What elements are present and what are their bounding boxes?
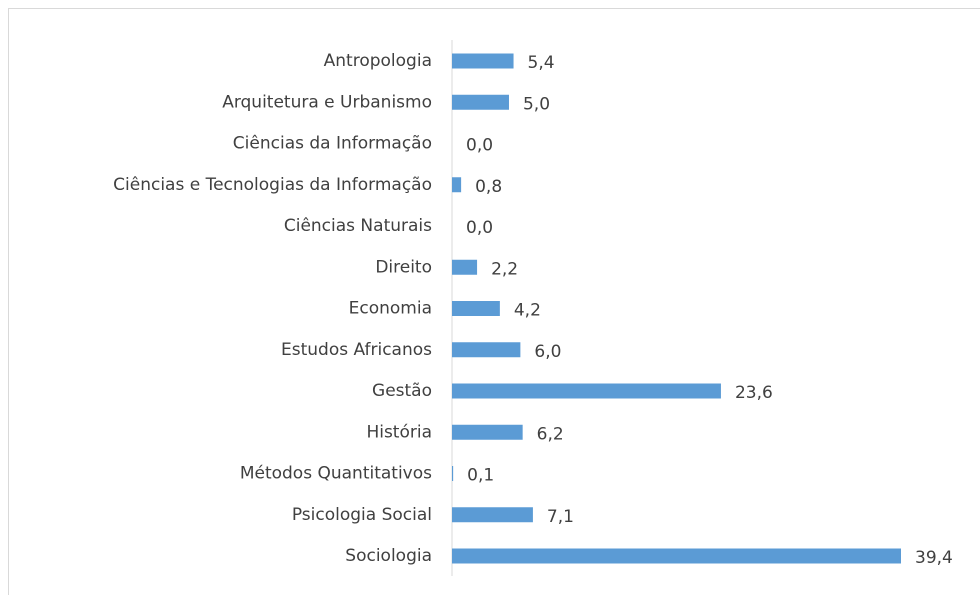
y-tick-label: Métodos Quantitativos bbox=[240, 464, 432, 484]
bar bbox=[452, 177, 461, 192]
y-tick-label: Ciências Naturais bbox=[284, 216, 432, 236]
bar bbox=[452, 54, 514, 69]
data-label: 23,6 bbox=[735, 383, 773, 403]
y-tick-label: Psicologia Social bbox=[292, 505, 432, 525]
data-label: 6,2 bbox=[537, 424, 564, 444]
y-tick-label: Sociologia bbox=[345, 546, 432, 566]
y-tick-label: Ciências da Informação bbox=[233, 134, 432, 154]
bar bbox=[452, 507, 533, 522]
data-label: 39,4 bbox=[915, 548, 953, 568]
data-label: 0,0 bbox=[466, 136, 493, 156]
bar bbox=[452, 425, 523, 440]
y-tick-label: Estudos Africanos bbox=[281, 340, 432, 360]
y-tick-label: Arquitetura e Urbanismo bbox=[222, 92, 432, 112]
y-tick-label: Ciências e Tecnologias da Informação bbox=[113, 175, 432, 195]
y-tick-label: Economia bbox=[349, 299, 432, 319]
data-label: 5,0 bbox=[523, 94, 550, 114]
data-label: 0,1 bbox=[467, 466, 494, 486]
data-label: 7,1 bbox=[547, 507, 574, 527]
data-label: 0,8 bbox=[475, 177, 502, 197]
bar bbox=[452, 95, 509, 110]
bar bbox=[452, 301, 500, 316]
data-label: 0,0 bbox=[466, 218, 493, 238]
y-tick-label: Antropologia bbox=[324, 51, 432, 71]
data-label: 5,4 bbox=[528, 53, 555, 73]
bar bbox=[452, 466, 453, 481]
data-label: 2,2 bbox=[491, 259, 518, 279]
y-tick-label: Direito bbox=[375, 257, 432, 277]
bar bbox=[452, 260, 477, 275]
bar bbox=[452, 549, 901, 564]
bar bbox=[452, 384, 721, 399]
bar bbox=[452, 342, 520, 357]
data-label: 4,2 bbox=[514, 301, 541, 321]
y-tick-label: História bbox=[366, 422, 432, 442]
data-label: 6,0 bbox=[534, 342, 561, 362]
y-tick-label: Gestão bbox=[372, 381, 432, 401]
